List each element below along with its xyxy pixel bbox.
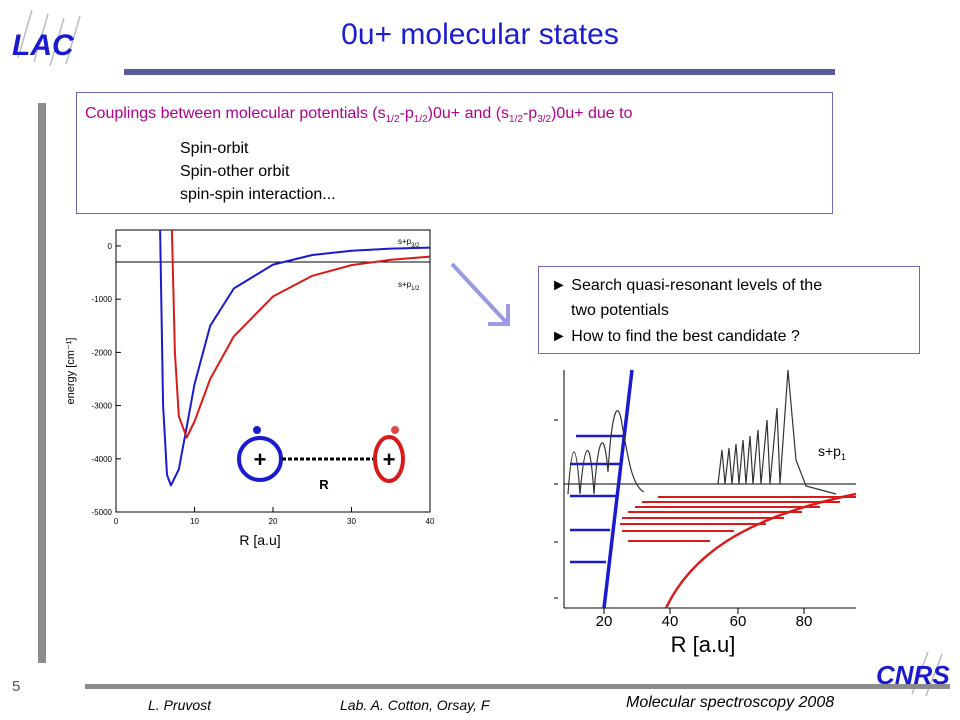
electron-left bbox=[253, 426, 261, 434]
search-line-2: two potentials bbox=[571, 302, 669, 319]
title-underline bbox=[124, 69, 835, 75]
transition-arrow bbox=[448, 260, 518, 335]
footer-lab: Lab. A. Cotton, Orsay, F bbox=[340, 697, 490, 713]
levels-chart: s+p1 20 40 60 80 R [a.u] bbox=[554, 369, 857, 657]
atom-left bbox=[237, 436, 283, 482]
x-tick: 80 bbox=[796, 613, 813, 630]
y-axis-label: energy [cm⁻¹] bbox=[65, 338, 77, 405]
atom-right bbox=[373, 435, 405, 483]
coupling-item: spin-spin interaction... bbox=[180, 186, 336, 203]
potential-curve bbox=[159, 229, 431, 487]
electron-right bbox=[391, 426, 399, 434]
footer-event: Molecular spectroscopy 2008 bbox=[626, 694, 835, 711]
y-tick-label: -2000 bbox=[92, 348, 113, 357]
coupling-item: Spin-other orbit bbox=[180, 163, 290, 180]
atom-right-charge: + bbox=[383, 447, 396, 472]
y-tick-label: 0 bbox=[108, 242, 113, 251]
levels-curve-label: s+p1 bbox=[818, 443, 846, 462]
page-number: 5 bbox=[12, 678, 21, 695]
curve-label-lower: s+p1/2 bbox=[398, 280, 420, 292]
slide-title: 0u+ molecular states bbox=[341, 18, 619, 51]
footer-author: L. Pruvost bbox=[148, 697, 212, 713]
atom-left-charge: + bbox=[254, 447, 267, 472]
couplings-list: Spin-orbit Spin-other orbit spin-spin in… bbox=[180, 137, 336, 206]
y-tick-label: -5000 bbox=[92, 508, 113, 517]
x-tick: 40 bbox=[662, 613, 679, 630]
bond-label: R bbox=[319, 477, 329, 492]
search-line-1: ► Search quasi-resonant levels of the bbox=[551, 277, 823, 294]
search-box: ► Search quasi-resonant levels of the tw… bbox=[538, 266, 920, 354]
couplings-heading: Couplings between molecular potentials (… bbox=[85, 105, 633, 126]
potential-curve bbox=[170, 229, 431, 439]
x-tick-label: 10 bbox=[190, 517, 199, 526]
levels-x-label: R [a.u] bbox=[671, 632, 736, 657]
x-tick-label: 0 bbox=[114, 517, 119, 526]
potential-plot: 0 -1000 -2000 -3000 -4000 -5000 0 10 20 30 40 ener… bbox=[60, 225, 440, 555]
x-tick: 20 bbox=[596, 613, 613, 630]
footer-divider bbox=[85, 684, 950, 689]
y-tick-label: -1000 bbox=[92, 295, 113, 304]
couplings-box: Couplings between molecular potentials (… bbox=[76, 92, 833, 214]
left-divider bbox=[38, 103, 46, 663]
y-tick-label: -4000 bbox=[92, 455, 113, 464]
lac-logo: LAC bbox=[8, 8, 88, 68]
search-line-3: ► How to find the best candidate ? bbox=[551, 328, 800, 345]
cnrs-logo: CNRS bbox=[872, 648, 952, 698]
x-axis-label: R [a.u] bbox=[239, 532, 280, 548]
x-tick-label: 20 bbox=[269, 517, 278, 526]
x-tick-label: 30 bbox=[347, 517, 356, 526]
x-tick-label: 40 bbox=[426, 517, 435, 526]
y-tick-label: -3000 bbox=[92, 402, 113, 411]
coupling-item: Spin-orbit bbox=[180, 140, 249, 157]
lac-logo-text: LAC bbox=[12, 29, 75, 62]
levels-plot: s+p1 20 40 60 80 R [a.u] bbox=[540, 368, 860, 660]
x-tick: 60 bbox=[730, 613, 747, 630]
